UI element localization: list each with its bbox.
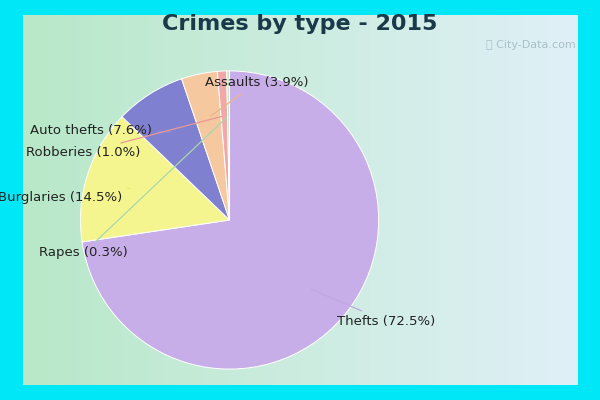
Text: Burglaries (14.5%): Burglaries (14.5%) <box>0 188 130 204</box>
Text: Rapes (0.3%): Rapes (0.3%) <box>40 118 227 259</box>
Wedge shape <box>227 71 230 220</box>
Text: Robberies (1.0%): Robberies (1.0%) <box>26 116 221 160</box>
Text: Auto thefts (7.6%): Auto thefts (7.6%) <box>30 124 171 137</box>
Wedge shape <box>80 117 230 242</box>
Text: Thefts (72.5%): Thefts (72.5%) <box>311 289 435 328</box>
Text: Assaults (3.9%): Assaults (3.9%) <box>205 76 308 116</box>
Wedge shape <box>182 72 230 220</box>
Text: ⓘ City-Data.com: ⓘ City-Data.com <box>486 40 576 50</box>
Wedge shape <box>122 79 230 220</box>
Wedge shape <box>217 71 230 220</box>
Text: Crimes by type - 2015: Crimes by type - 2015 <box>163 14 437 34</box>
Wedge shape <box>82 71 379 369</box>
